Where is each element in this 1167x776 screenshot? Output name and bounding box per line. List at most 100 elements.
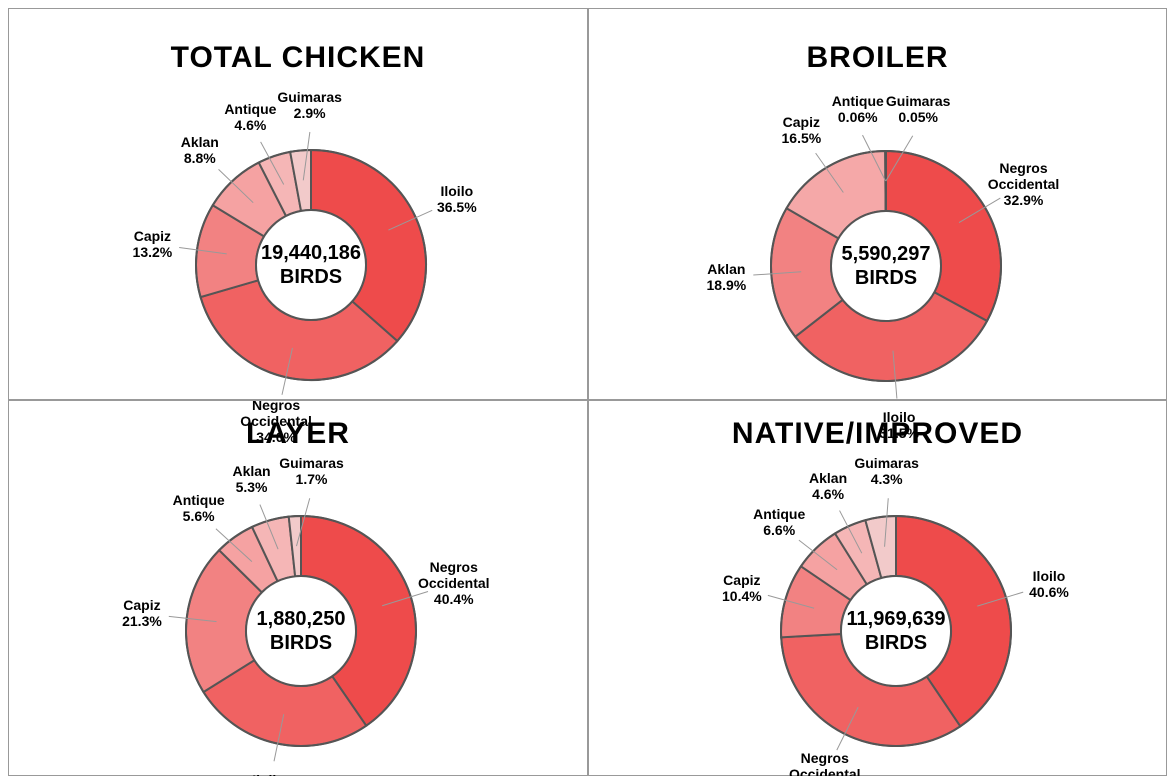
center-label: 5,590,297 BIRDS	[842, 242, 931, 290]
slice-label: Aklan 18.9%	[707, 261, 747, 293]
slice-label: Negros Occidental 32.9%	[979, 160, 1069, 208]
slice-label: Aklan 8.8%	[181, 134, 219, 166]
slice-value: 8.8%	[183, 149, 216, 166]
leader-line	[836, 706, 859, 751]
center-text: 19,440,186	[260, 242, 362, 264]
center-label: 19,440,186 BIRDS	[261, 241, 361, 289]
leader-line	[179, 247, 227, 255]
slice-label: Capiz 16.5%	[781, 114, 821, 146]
slice-label: Antique 0.06%	[832, 93, 884, 125]
slice-label: Iloilo 36.5%	[437, 183, 477, 215]
slice-value: 18.9%	[706, 276, 747, 293]
leader-line	[273, 714, 285, 762]
center-text: 11,969,639	[846, 608, 946, 630]
leader-line	[302, 131, 311, 181]
leader-line	[885, 135, 914, 182]
slice-value: 40.4%	[433, 591, 474, 608]
slice-label: Guimaras 0.05%	[886, 93, 951, 125]
chart-panel: NATIVE/IMPROVED Iloilo 40.6% Negros Occiden…	[588, 400, 1167, 776]
leader-line	[218, 169, 254, 204]
leader-line	[295, 498, 311, 547]
slice-value: 16.5%	[781, 130, 822, 147]
leader-line	[281, 347, 293, 395]
donut-outline	[770, 150, 1002, 382]
leader-line	[977, 591, 1024, 607]
slice-name: Guimaras	[854, 455, 919, 472]
donut-chart	[753, 134, 1002, 399]
donut-chart	[168, 498, 429, 762]
slice-value: 0.05%	[898, 109, 939, 126]
leader-line	[815, 152, 844, 193]
slice-label: Negros Occidental 34.0%	[231, 397, 321, 445]
donut-hole	[255, 209, 367, 321]
donut-hole	[840, 575, 952, 687]
slice-name: Aklan	[707, 260, 746, 277]
leader-line	[753, 271, 802, 276]
center-label: 1,880,250 BIRDS	[257, 607, 346, 655]
leader-line	[767, 594, 815, 609]
slice-name: Negros Occidental	[417, 559, 490, 592]
leader-line	[798, 539, 838, 571]
donut-outline	[780, 515, 1012, 747]
slice-label: Guimaras 2.9%	[277, 89, 342, 121]
slice-name: Aklan	[809, 470, 848, 487]
slice-value: 4.3%	[870, 471, 903, 488]
slice-value: 5.3%	[235, 478, 268, 495]
slice-value: 13.2%	[132, 243, 173, 260]
slice-label: Iloilo 31.5%	[879, 409, 919, 441]
chart-title: TOTAL CHICKEN	[170, 41, 426, 74]
center-text: BIRDS	[864, 632, 928, 654]
slice-value: 36.5%	[436, 199, 477, 216]
slice-label: Antique 5.6%	[173, 492, 225, 524]
slice-name: Capiz	[723, 572, 761, 589]
slice-value: 21.3%	[122, 613, 162, 630]
leader-line	[168, 615, 217, 623]
leader-line	[862, 134, 887, 182]
slice-name: Aklan	[180, 133, 219, 150]
slice-name: Iloilo	[882, 409, 916, 426]
slice-value: 5.6%	[182, 508, 215, 525]
slice-label: Negros Occidental 40.4%	[409, 559, 499, 607]
slice-value: 4.6%	[234, 116, 267, 133]
slice-label: Aklan 5.3%	[232, 463, 270, 495]
slice-label: Iloilo25.7%	[249, 772, 289, 776]
slice-label: Guimaras 1.7%	[279, 455, 344, 487]
slice-name: Guimaras	[885, 93, 951, 110]
slice-name: Guimaras	[279, 455, 344, 472]
slice-value: 31.5%	[879, 425, 919, 442]
slice-label: Aklan 4.6%	[809, 470, 847, 502]
slice-label: Iloilo 40.6%	[1029, 568, 1069, 600]
chart-panel: BROILER Negros Occidental 32.9% Iloilo 31.5%…	[588, 8, 1167, 441]
slice-name: Guimaras	[277, 89, 342, 105]
slice-name: Capiz	[133, 227, 172, 244]
donut-outline	[185, 515, 417, 747]
donut-hole	[830, 210, 942, 322]
slice-name: Antique	[753, 505, 806, 522]
slice-name: Negros Occidental	[788, 750, 861, 776]
center-text: 1,880,250	[256, 608, 346, 630]
slice-value: 34.0%	[256, 429, 296, 446]
slice-label: Capiz 21.3%	[122, 597, 162, 629]
center-label: 11,969,639 BIRDS	[847, 607, 946, 655]
chart-panel: TOTAL CHICKEN Iloilo 36.5% Negros Occidenta…	[8, 8, 588, 445]
chart-title: NATIVE/IMPROVED	[731, 417, 1024, 450]
slice-name: Capiz	[782, 114, 821, 131]
slice-value: 6.6%	[763, 521, 796, 538]
slice-name: Iloilo	[249, 772, 289, 776]
leader-line	[892, 350, 898, 399]
chart-title: BROILER	[806, 41, 949, 74]
leader-line	[260, 141, 285, 185]
center-text: 5,590,297	[841, 243, 931, 265]
slice-name: Capiz	[123, 597, 161, 614]
slice-value: 10.4%	[722, 588, 762, 605]
slice-value: 40.6%	[1029, 584, 1069, 601]
chart-title: LAYER	[246, 417, 350, 450]
leader-line	[839, 510, 863, 554]
leader-line	[259, 504, 279, 550]
donut-hole	[245, 575, 357, 687]
slice-label: Capiz 13.2%	[133, 228, 173, 260]
slice-label: Antique 4.6%	[224, 101, 276, 133]
leader-line	[382, 591, 429, 607]
slice-name: Iloilo	[1032, 568, 1066, 585]
